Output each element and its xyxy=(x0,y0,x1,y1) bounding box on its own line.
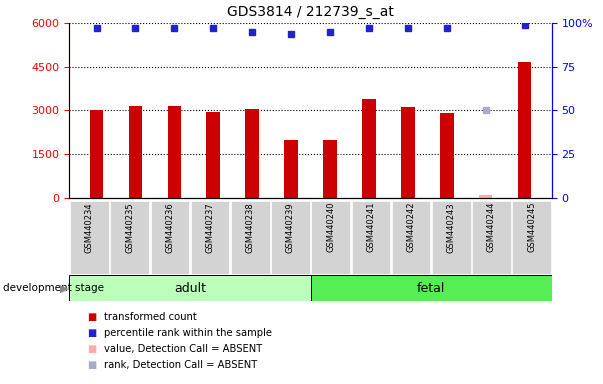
Bar xyxy=(245,109,259,198)
Text: ■: ■ xyxy=(87,312,96,322)
Bar xyxy=(401,108,415,198)
Bar xyxy=(440,113,453,198)
Bar xyxy=(362,99,376,198)
Bar xyxy=(206,112,220,198)
Text: percentile rank within the sample: percentile rank within the sample xyxy=(104,328,273,338)
Bar xyxy=(271,201,310,274)
Text: GSM440244: GSM440244 xyxy=(487,202,496,252)
Text: rank, Detection Call = ABSENT: rank, Detection Call = ABSENT xyxy=(104,360,257,370)
Bar xyxy=(168,106,181,198)
Text: ▶: ▶ xyxy=(60,283,69,293)
Bar xyxy=(352,201,390,274)
Text: GSM440242: GSM440242 xyxy=(406,202,415,252)
Text: GSM440239: GSM440239 xyxy=(286,202,295,253)
Text: development stage: development stage xyxy=(3,283,104,293)
Text: GSM440235: GSM440235 xyxy=(125,202,134,253)
Bar xyxy=(432,201,470,274)
Bar xyxy=(472,201,511,274)
Text: GSM440234: GSM440234 xyxy=(85,202,94,253)
Text: GSM440236: GSM440236 xyxy=(165,202,174,253)
Title: GDS3814 / 212739_s_at: GDS3814 / 212739_s_at xyxy=(227,5,394,19)
Text: value, Detection Call = ABSENT: value, Detection Call = ABSENT xyxy=(104,344,262,354)
Text: GSM440240: GSM440240 xyxy=(326,202,335,252)
Bar xyxy=(479,195,493,198)
Text: transformed count: transformed count xyxy=(104,312,197,322)
Bar xyxy=(518,62,531,198)
Bar xyxy=(323,139,337,198)
Text: fetal: fetal xyxy=(417,282,446,295)
Bar xyxy=(311,201,350,274)
Bar xyxy=(311,275,552,301)
Bar xyxy=(90,111,103,198)
Text: GSM440237: GSM440237 xyxy=(206,202,215,253)
Text: ■: ■ xyxy=(87,328,96,338)
Bar xyxy=(513,201,551,274)
Text: GSM440245: GSM440245 xyxy=(527,202,536,252)
Text: GSM440241: GSM440241 xyxy=(367,202,375,252)
Bar xyxy=(284,139,298,198)
Bar xyxy=(151,201,189,274)
Bar xyxy=(70,201,109,274)
Bar xyxy=(392,201,431,274)
Bar xyxy=(110,201,149,274)
Text: ■: ■ xyxy=(87,344,96,354)
Text: adult: adult xyxy=(174,282,206,295)
Bar xyxy=(69,275,311,301)
Bar xyxy=(191,201,229,274)
Text: GSM440243: GSM440243 xyxy=(447,202,456,253)
Text: ■: ■ xyxy=(87,360,96,370)
Bar xyxy=(231,201,270,274)
Bar xyxy=(128,106,142,198)
Text: GSM440238: GSM440238 xyxy=(246,202,254,253)
